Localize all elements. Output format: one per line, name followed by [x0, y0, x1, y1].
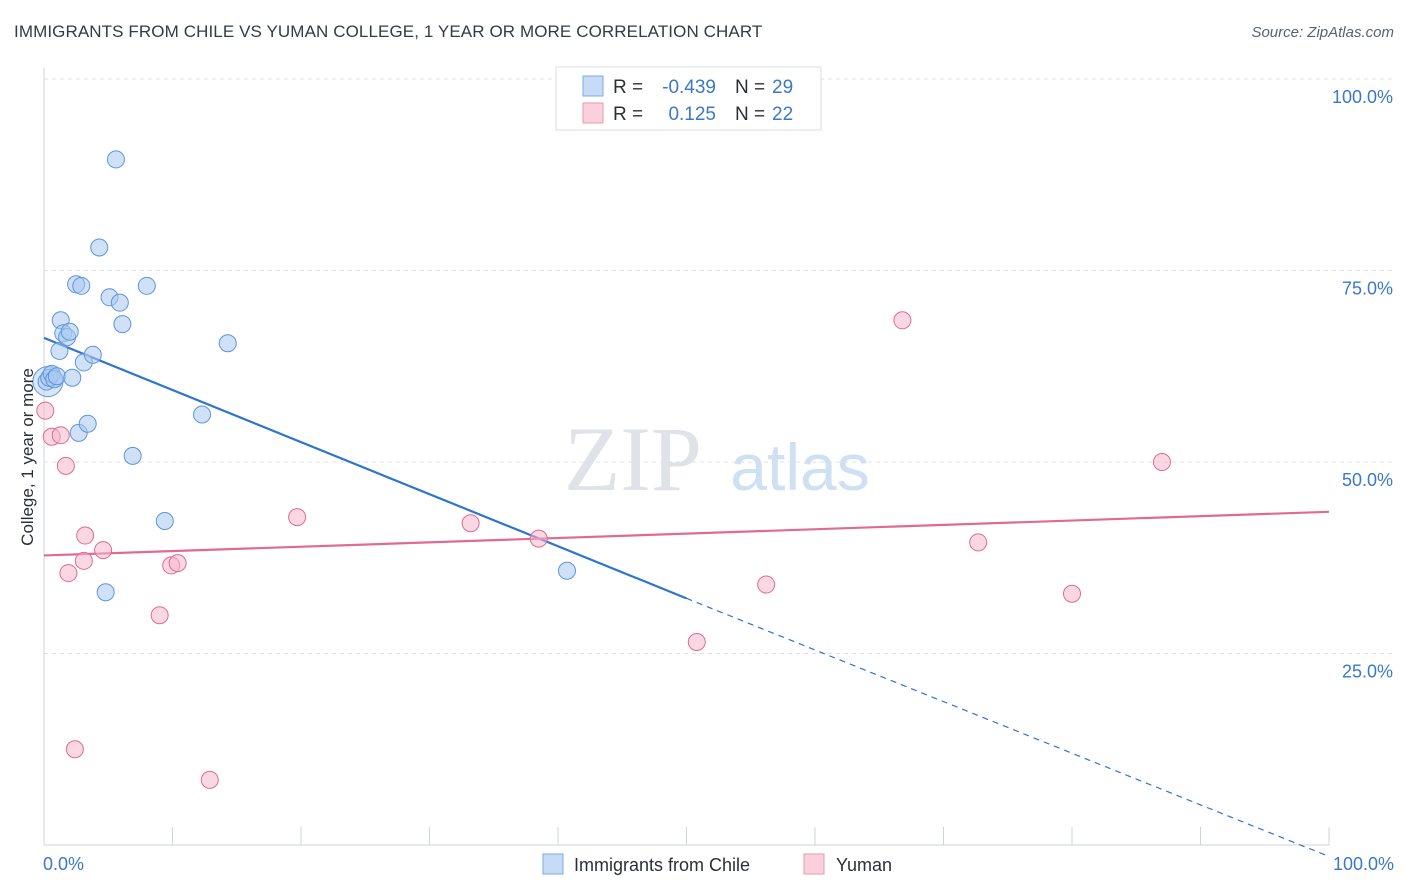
trend-line-1	[43, 510, 1330, 557]
data-point-chile	[218, 334, 237, 353]
legend-swatch-yuman	[582, 102, 604, 124]
data-point-yuman	[893, 311, 912, 330]
grid-lines	[44, 78, 1394, 654]
legend-bottom-swatch-chile	[542, 853, 564, 875]
data-point-chile	[106, 150, 125, 169]
data-point-chile	[47, 367, 66, 386]
data-point-yuman	[56, 456, 75, 475]
legend-r-label-chile: R =	[613, 77, 643, 98]
trend-line-extension-0	[686, 597, 1330, 858]
data-point-chile	[60, 322, 79, 341]
legend-n-value-chile: 29	[772, 77, 793, 98]
series-legend: Immigrants from Chile Yuman	[542, 853, 892, 875]
legend-bottom-label-yuman: Yuman	[836, 855, 892, 875]
data-point-yuman	[59, 564, 78, 583]
chart-title: IMMIGRANTS FROM CHILE VS YUMAN COLLEGE, …	[14, 22, 763, 41]
legend-r-value-yuman: 0.125	[668, 104, 716, 125]
data-point-yuman	[74, 551, 93, 570]
trend-lines	[43, 336, 1330, 858]
x-tick-min: 0.0%	[43, 854, 84, 874]
data-points	[32, 150, 1171, 789]
data-point-chile	[155, 511, 174, 530]
y-tick-label: 25.0%	[1342, 662, 1393, 682]
watermark-zip: ZIP	[564, 408, 702, 510]
data-point-yuman	[150, 606, 169, 625]
y-tick-label: 50.0%	[1342, 470, 1393, 490]
y-axis-label: College, 1 year or more	[18, 368, 37, 546]
axes	[43, 68, 1330, 846]
data-point-yuman	[461, 514, 480, 533]
legend-r-value-chile: -0.439	[662, 77, 716, 98]
data-point-chile	[72, 276, 91, 295]
data-point-chile	[78, 414, 97, 433]
legend-n-label-chile: N =	[735, 77, 765, 98]
correlation-legend: R = -0.439 N = 29 R = 0.125 N = 22	[555, 66, 822, 131]
data-point-chile	[83, 345, 102, 364]
data-point-yuman	[687, 633, 706, 652]
data-point-chile	[137, 276, 156, 295]
legend-n-label-yuman: N =	[735, 104, 765, 125]
data-point-yuman	[1063, 584, 1081, 603]
data-point-yuman	[36, 401, 55, 420]
source-label: Source: ZipAtlas.com	[1251, 24, 1394, 41]
legend-r-label-yuman: R =	[613, 104, 643, 125]
data-point-yuman	[94, 541, 113, 560]
data-point-chile	[193, 405, 212, 424]
trend-line-0	[43, 336, 687, 600]
x-tick-max: 100.0%	[1333, 854, 1394, 874]
data-point-chile	[557, 561, 576, 580]
legend-swatch-chile	[582, 75, 604, 97]
data-point-chile	[96, 583, 115, 602]
y-tick-label: 75.0%	[1342, 279, 1393, 299]
data-point-yuman	[168, 554, 187, 573]
y-tick-labels: 100.0% 75.0% 50.0% 25.0%	[1332, 87, 1393, 682]
data-point-chile	[63, 368, 82, 387]
data-point-chile	[110, 293, 129, 312]
legend-bottom-swatch-yuman	[803, 853, 825, 875]
data-point-yuman	[288, 508, 307, 527]
data-point-yuman	[969, 533, 988, 552]
data-point-yuman	[200, 770, 219, 789]
data-point-yuman	[757, 575, 776, 594]
data-point-yuman	[51, 426, 70, 445]
data-point-yuman	[1152, 453, 1171, 471]
data-point-yuman	[529, 529, 548, 548]
legend-bottom-label-chile: Immigrants from Chile	[574, 855, 750, 875]
watermark-atlas: atlas	[730, 430, 869, 504]
y-tick-label: 100.0%	[1332, 87, 1393, 107]
data-point-chile	[123, 446, 142, 465]
data-point-chile	[90, 238, 109, 257]
data-point-yuman	[65, 740, 84, 759]
data-point-chile	[50, 341, 69, 360]
data-point-chile	[113, 315, 132, 334]
data-point-yuman	[76, 526, 95, 545]
legend-n-value-yuman: 22	[772, 104, 793, 125]
